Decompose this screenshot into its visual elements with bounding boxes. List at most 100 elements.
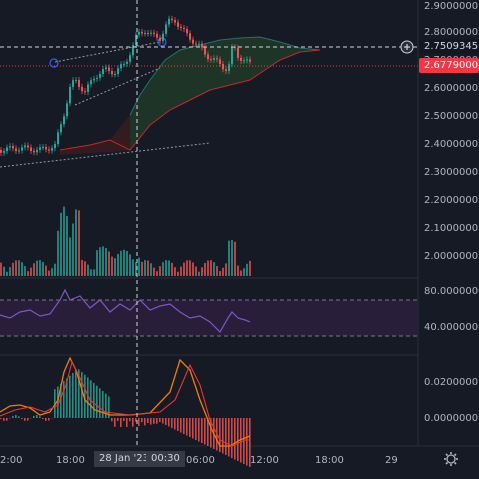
macd-histogram-bar bbox=[162, 418, 164, 424]
volume-bar bbox=[201, 267, 203, 276]
macd-histogram-bar bbox=[126, 418, 128, 427]
macd-histogram-bar bbox=[192, 418, 194, 439]
macd-histogram-bar bbox=[84, 374, 86, 418]
plus-circle-icon[interactable] bbox=[400, 40, 414, 54]
volume-bar bbox=[78, 210, 80, 276]
macd-histogram-bar bbox=[69, 375, 71, 418]
macd-histogram-bar bbox=[153, 418, 155, 424]
rsi-tick: 40.0000000 bbox=[424, 322, 479, 333]
macd-histogram-bar bbox=[63, 381, 65, 418]
time-tick: 12:00 bbox=[250, 455, 279, 466]
gear-icon[interactable] bbox=[444, 452, 458, 466]
macd-histogram-bar bbox=[171, 418, 173, 428]
volume-bar bbox=[114, 258, 116, 276]
volume-bar bbox=[183, 262, 185, 276]
macd-histogram-bar bbox=[156, 418, 158, 424]
volume-bar bbox=[159, 266, 161, 276]
macd-histogram-bar bbox=[129, 418, 131, 422]
macd-histogram-bar bbox=[150, 418, 152, 425]
volume-bar bbox=[0, 262, 2, 276]
volume-bar bbox=[225, 263, 227, 276]
macd-histogram-bar bbox=[78, 369, 80, 418]
macd-histogram-bar bbox=[195, 418, 197, 440]
volume-bar bbox=[63, 206, 65, 276]
volume-bar bbox=[237, 265, 239, 276]
volume-bar bbox=[132, 259, 134, 276]
volume-bar bbox=[135, 262, 137, 276]
volume-bar bbox=[126, 250, 128, 276]
volume-bar bbox=[57, 230, 59, 276]
volume-bar bbox=[174, 267, 176, 276]
crosshair-time-label: 00:30 bbox=[146, 451, 185, 467]
volume-series[interactable] bbox=[0, 206, 251, 276]
time-tick: 18:00 bbox=[315, 455, 344, 466]
volume-bar bbox=[234, 241, 236, 276]
macd-histogram-bar bbox=[12, 415, 14, 418]
macd-histogram-bar bbox=[108, 396, 110, 418]
trend-line-upper[interactable] bbox=[74, 67, 161, 106]
trend-line-lower[interactable] bbox=[0, 142, 211, 168]
trend-line-top[interactable] bbox=[54, 41, 161, 63]
macd-histogram-bar bbox=[0, 418, 2, 419]
macd-histogram-bar bbox=[201, 418, 203, 443]
macd-histogram-bar bbox=[81, 372, 83, 418]
volume-bar bbox=[207, 260, 209, 276]
macd-histogram-bar bbox=[3, 418, 5, 421]
ichimoku-span-a bbox=[129, 36, 321, 116]
macd-histogram-bar bbox=[222, 418, 224, 454]
macd-histogram-bar bbox=[228, 418, 230, 457]
macd-histogram-bar bbox=[210, 418, 212, 448]
volume-bar bbox=[33, 263, 35, 276]
volume-bar bbox=[24, 266, 26, 276]
volume-bar bbox=[216, 266, 218, 276]
volume-bar bbox=[177, 271, 179, 276]
volume-bar bbox=[249, 260, 251, 276]
macd-histogram-bar bbox=[96, 385, 98, 418]
macd-histogram-bar bbox=[21, 418, 23, 419]
macd-histogram-bar bbox=[138, 418, 140, 427]
volume-bar bbox=[54, 263, 56, 276]
macd-histogram-bar bbox=[102, 391, 104, 418]
volume-bar bbox=[90, 269, 92, 276]
volume-bar bbox=[45, 265, 47, 276]
price-tick: 2.3000000 bbox=[424, 167, 478, 178]
macd-histogram-bar bbox=[198, 418, 200, 442]
macd-histogram-bar bbox=[33, 415, 35, 418]
macd-histogram-bar bbox=[132, 418, 134, 427]
macd-histogram-bar bbox=[36, 415, 38, 418]
current-price-badge: 2.6779000 bbox=[419, 58, 479, 73]
macd-histogram-bar bbox=[204, 418, 206, 445]
rsi-band bbox=[0, 300, 418, 336]
ichimoku-span-b bbox=[59, 49, 321, 151]
volume-bar bbox=[156, 271, 158, 276]
macd-histogram-bar bbox=[237, 418, 239, 461]
rsi-tick: 80.0000000 bbox=[424, 286, 479, 297]
volume-bar bbox=[18, 260, 20, 276]
macd-histogram-bar bbox=[111, 418, 113, 422]
volume-bar bbox=[39, 260, 41, 276]
macd-histogram-bar bbox=[54, 389, 56, 418]
volume-bar bbox=[144, 260, 146, 276]
volume-bar bbox=[81, 260, 83, 276]
volume-bar bbox=[9, 267, 11, 276]
price-tick: 2.1000000 bbox=[424, 223, 478, 234]
trend-handle-left[interactable] bbox=[49, 58, 59, 68]
volume-bar bbox=[168, 260, 170, 276]
macd-histogram-bar bbox=[72, 373, 74, 418]
macd-histogram-bar bbox=[6, 418, 8, 421]
volume-bar bbox=[171, 262, 173, 276]
volume-bar bbox=[153, 267, 155, 276]
candle-series[interactable] bbox=[0, 15, 251, 156]
volume-bar bbox=[12, 262, 14, 276]
macd-histogram-bar bbox=[225, 418, 227, 455]
volume-bar bbox=[66, 216, 68, 276]
macd-histogram-bar bbox=[39, 416, 41, 418]
volume-bar bbox=[147, 260, 149, 276]
macd-histogram-bar bbox=[144, 418, 146, 426]
macd-histogram-bar bbox=[180, 418, 182, 433]
volume-bar bbox=[3, 266, 5, 276]
price-tick: 2.0000000 bbox=[424, 251, 478, 262]
time-tick: 18:00 bbox=[56, 455, 85, 466]
